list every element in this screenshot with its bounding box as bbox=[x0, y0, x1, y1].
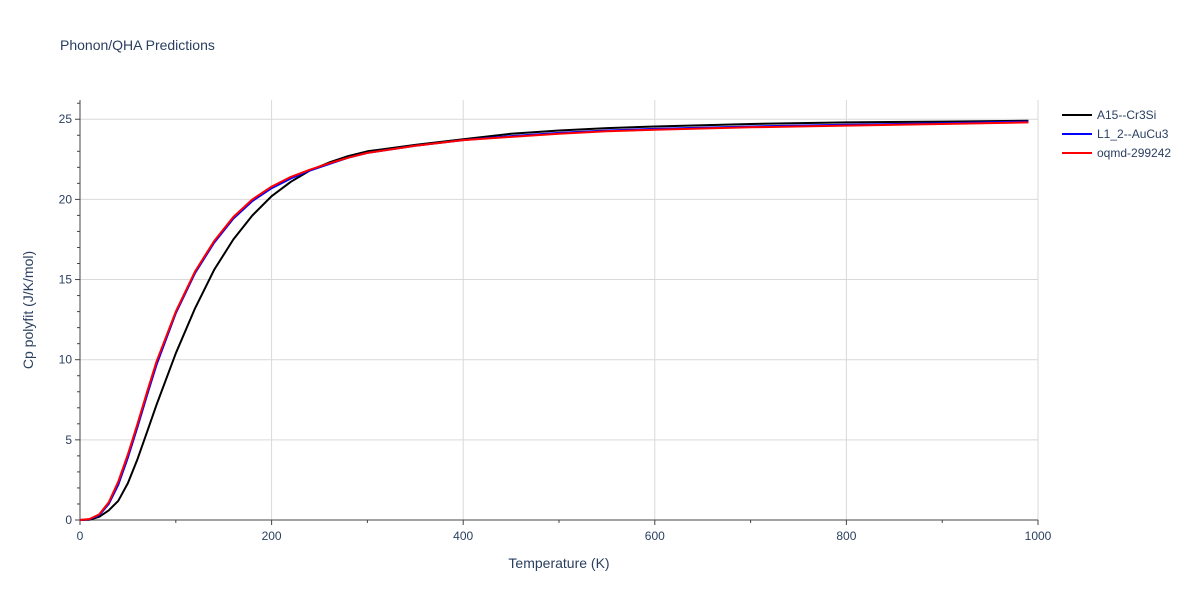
axes: 0 200 400 600 800 1000 0 5 10 15 20 25 bbox=[59, 100, 1052, 543]
legend-item[interactable]: L1_2--AuCu3 bbox=[1062, 127, 1169, 141]
legend-label: L1_2--AuCu3 bbox=[1097, 127, 1169, 141]
y-axis-title: Cp polyfit (J/K/mol) bbox=[20, 251, 36, 369]
series-line-1 bbox=[79, 119, 1029, 521]
y-tick-label: 10 bbox=[59, 353, 73, 367]
legend-label: A15--Cr3Si bbox=[1097, 108, 1156, 122]
series-lines bbox=[79, 119, 1029, 521]
x-tick-label: 0 bbox=[77, 529, 84, 543]
y-tick-label: 20 bbox=[59, 192, 73, 206]
legend-label: oqmd-299242 bbox=[1097, 146, 1171, 160]
x-tick-label: 800 bbox=[836, 529, 856, 543]
legend[interactable]: A15--Cr3Si L1_2--AuCu3 oqmd-299242 bbox=[1062, 108, 1171, 160]
series-line-2 bbox=[79, 120, 1029, 521]
x-tick-label: 600 bbox=[645, 529, 665, 543]
x-axis-title: Temperature (K) bbox=[508, 555, 609, 571]
series-line-3 bbox=[79, 121, 1029, 521]
gridlines bbox=[80, 100, 1039, 520]
x-tick-label: 400 bbox=[453, 529, 473, 543]
legend-item[interactable]: oqmd-299242 bbox=[1062, 146, 1171, 160]
x-tick-label: 200 bbox=[262, 529, 282, 543]
y-tick-label: 0 bbox=[65, 513, 72, 527]
legend-item[interactable]: A15--Cr3Si bbox=[1062, 108, 1156, 122]
y-tick-label: 15 bbox=[59, 273, 73, 287]
chart-title: Phonon/QHA Predictions bbox=[60, 37, 215, 53]
x-tick-label: 1000 bbox=[1025, 529, 1052, 543]
y-tick-label: 25 bbox=[59, 112, 73, 126]
y-tick-label: 5 bbox=[65, 433, 72, 447]
